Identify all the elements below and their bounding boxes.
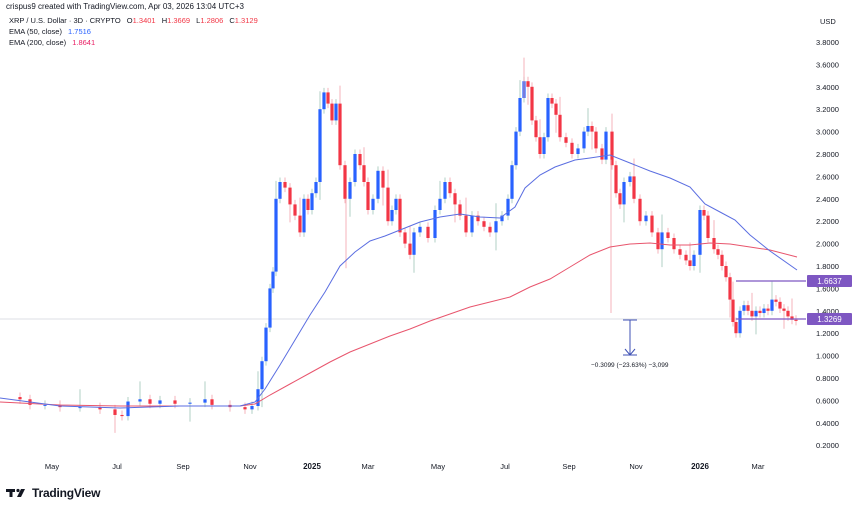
symbol-name: XRP / U.S. Dollar · 3D · CRYPTO [9,16,121,25]
price-tick: 1.2000 [816,329,839,338]
chart-credit: crispus9 created with TradingView.com, A… [6,2,244,11]
measure-label: −0.3099 (−23.63%) −3,099 [591,362,669,369]
time-tick: Jul [500,462,510,471]
tradingview-logo-text: TradingView [32,486,101,500]
price-tick: 1.0000 [816,352,839,361]
ohlc-open: 1.3401 [132,16,156,25]
time-tick: May [431,462,445,471]
price-tick: 3.4000 [816,83,839,92]
ohlc-low: 1.2806 [200,16,224,25]
time-tick: Mar [362,462,375,471]
time-axis[interactable]: May Jul Sep Nov 2025 Mar May Jul Sep Nov 2026 Mar [45,462,765,471]
price-tick: 2.6000 [816,172,839,181]
price-axis[interactable]: 3.8000 3.6000 3.4000 3.2000 3.0000 2.8000 2.60… [816,38,839,450]
currency-label: USD [820,17,836,26]
time-tick: 2026 [691,462,709,471]
price-tick: 1.4000 [816,307,839,316]
candlesticks [18,57,798,433]
ohlc-high: 1.3669 [167,16,191,25]
ema200-value: 1.8641 [72,38,96,47]
ema50-line [0,154,798,409]
price-tick: 2.8000 [816,150,839,159]
time-tick: Sep [176,462,189,471]
time-tick: Nov [243,462,257,471]
price-tick: 3.8000 [816,38,839,47]
ema50-value: 1.7516 [68,27,91,36]
chart-legend: XRP / U.S. Dollar · 3D · CRYPTO O1.3401 … [9,15,258,48]
ema200-legend[interactable]: EMA (200, close) 1.8641 [9,38,96,47]
price-tick: 3.6000 [816,60,839,69]
ohlc-close: 1.3129 [234,16,258,25]
time-tick: 2025 [303,462,321,471]
price-tick: 0.2000 [816,441,839,450]
measure-tool[interactable] [623,319,637,356]
price-tick: 1.8000 [816,262,839,271]
price-tick: 3.0000 [816,128,839,137]
tradingview-logo[interactable]: TradingView [6,486,100,500]
price-tick: 0.6000 [816,396,839,405]
price-tick: 1.6000 [816,284,839,293]
svg-text:1.6637: 1.6637 [817,277,842,286]
support-price-tag: 1.3269 [807,313,852,325]
price-tick: 3.2000 [816,105,839,114]
tradingview-logo-icon [6,488,25,497]
resistance-price-tag: 1.6637 [807,275,852,287]
price-tick: 2.2000 [816,217,839,226]
price-tick: 2.0000 [816,240,839,249]
price-tick: 2.4000 [816,195,839,204]
time-tick: Jul [112,462,122,471]
symbol-row[interactable]: XRP / U.S. Dollar · 3D · CRYPTO O1.3401 … [9,16,258,25]
time-tick: Nov [629,462,643,471]
time-tick: Sep [562,462,575,471]
ema200-line [0,242,798,407]
svg-text:1.3269: 1.3269 [817,315,842,324]
ema50-legend[interactable]: EMA (50, close) 1.7516 [9,27,91,36]
price-tick: 0.8000 [816,374,839,383]
time-tick: May [45,462,59,471]
price-tick: 0.4000 [816,419,839,428]
time-tick: Mar [752,462,765,471]
